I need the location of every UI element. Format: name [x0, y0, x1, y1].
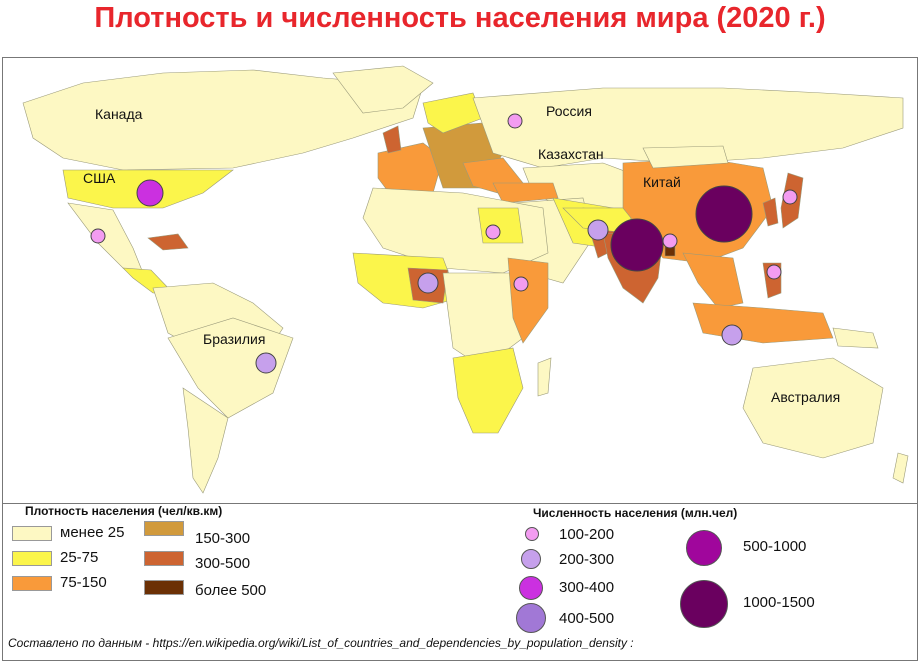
population-label-400-500: 400-500 — [559, 610, 615, 627]
bubble-egypt — [485, 224, 501, 240]
label-kazakhstan: Казахстан — [538, 146, 604, 162]
bubble-usa — [136, 179, 164, 207]
turkey-region — [492, 182, 559, 204]
density-label-lt25: менее 25 — [60, 524, 125, 541]
population-label-300-400: 300-400 — [559, 579, 615, 596]
canada-region — [22, 69, 424, 171]
bubble-indonesia — [721, 324, 743, 346]
scandinavia-region — [422, 92, 484, 134]
population-label-1000-1500: 1000-1500 — [743, 594, 815, 611]
mongolia-region — [642, 145, 729, 169]
bubble-china — [695, 185, 753, 243]
bubble-brazil — [255, 352, 277, 374]
bubble-ethiopia — [513, 276, 529, 292]
density-label-300-500: 300-500 — [195, 555, 251, 572]
density-label-75-150: 75-150 — [60, 574, 107, 591]
south-america-south-region — [182, 387, 229, 494]
population-label-100-200: 100-200 — [559, 526, 615, 543]
madagascar-region — [537, 357, 552, 397]
bubble-japan — [782, 189, 798, 205]
uk-region — [382, 125, 402, 154]
label-russia: Россия — [546, 103, 592, 119]
population-legend-title: Численность населения (млн.чел) — [533, 506, 738, 520]
southern-africa-region — [452, 347, 524, 434]
population-bubble-1000-1500 — [680, 580, 728, 628]
density-legend-title: Плотность населения (чел/кв.км) — [25, 504, 223, 518]
population-bubble-100-200 — [525, 527, 539, 541]
korea-region — [762, 197, 779, 227]
density-swatch-75-150 — [12, 576, 52, 591]
label-canada: Канада — [95, 106, 143, 122]
source-note: Составлено по данным - https://en.wikipe… — [8, 636, 634, 650]
density-label-gt500: более 500 — [195, 582, 267, 599]
bubble-india — [610, 218, 664, 272]
population-label-200-300: 200-300 — [559, 551, 615, 568]
new-guinea-region — [832, 327, 879, 349]
population-bubble-500-1000 — [686, 530, 722, 566]
density-label-25-75: 25-75 — [60, 549, 99, 566]
brazil-region — [167, 317, 294, 419]
map-title: Плотность и численность населения мира (… — [94, 2, 826, 34]
density-swatch-150-300 — [144, 521, 184, 536]
population-bubble-200-300 — [521, 549, 541, 569]
mexico-region — [67, 202, 144, 274]
label-china: Китай — [643, 174, 681, 190]
label-usa: США — [83, 170, 116, 186]
population-bubble-300-400 — [519, 576, 543, 600]
population-bubble-400-500 — [516, 603, 546, 633]
greenland-region — [332, 65, 434, 114]
label-brazil: Бразилия — [203, 331, 265, 347]
bubble-russia — [507, 113, 523, 129]
caribbean-region — [147, 233, 189, 251]
label-australia: Австралия — [771, 389, 840, 405]
density-swatch-25-75 — [12, 551, 52, 566]
density-swatch-300-500 — [144, 551, 184, 566]
bubble-nigeria — [417, 272, 439, 294]
egypt-region — [477, 207, 524, 244]
indonesia-region — [692, 302, 834, 344]
bubble-philippines — [766, 264, 782, 280]
australia-region — [742, 357, 884, 459]
bubble-mexico — [90, 228, 106, 244]
bubble-bangladesh — [662, 233, 678, 249]
density-label-150-300: 150-300 — [195, 530, 251, 547]
density-swatch-lt25 — [12, 526, 52, 541]
southeast-asia-region — [682, 252, 744, 309]
world-map: Канада США Россия Казахстан Китай Бразил… — [2, 57, 918, 504]
bubble-pakistan — [587, 219, 609, 241]
legend: Плотность населения (чел/кв.км) менее 25… — [2, 503, 918, 661]
population-label-500-1000: 500-1000 — [743, 538, 807, 555]
new-zealand-region — [892, 452, 909, 484]
density-swatch-gt500 — [144, 580, 184, 595]
world-map-svg: Канада США Россия Казахстан Китай Бразил… — [22, 65, 909, 494]
